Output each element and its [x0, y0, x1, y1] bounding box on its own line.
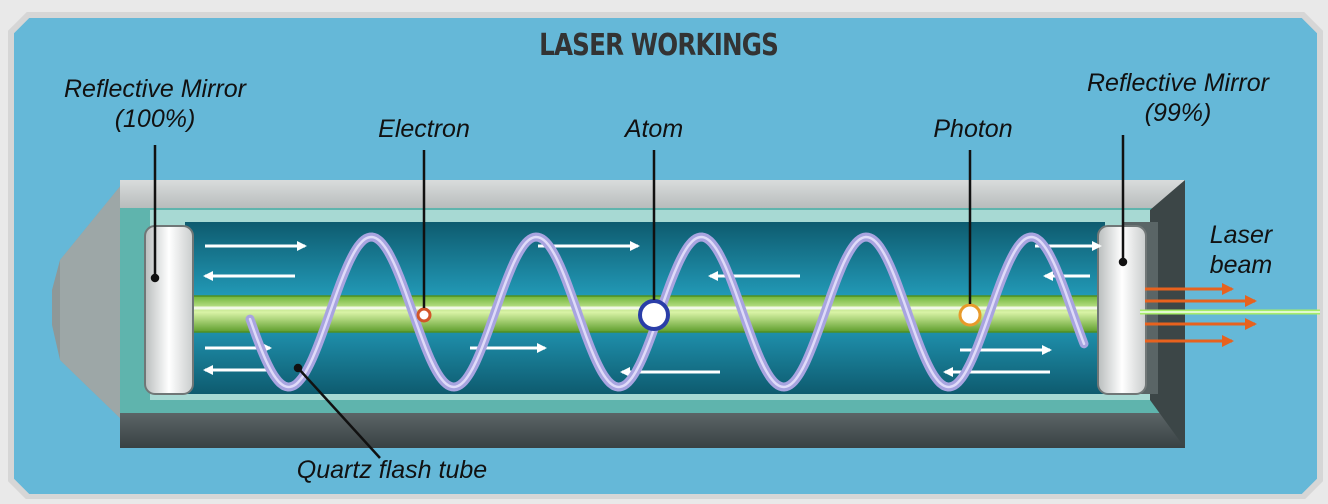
diagram-title: LASER WORKINGS — [539, 28, 779, 63]
label-left-mirror: Reflective Mirror (100%) — [50, 74, 260, 134]
label-laser-beam-line1: Laser — [1209, 221, 1273, 249]
label-left-mirror-percent: (100%) — [114, 105, 196, 133]
label-photon: Photon — [933, 115, 1013, 143]
electron-particle — [416, 307, 432, 323]
label-electron: Electron — [378, 115, 470, 143]
label-quartz-flash-tube: Quartz flash tube — [296, 456, 488, 484]
label-leader-lines — [150, 135, 1128, 459]
photon-particle — [958, 303, 982, 327]
laser-beam-arrows — [1145, 283, 1257, 347]
label-right-mirror-percent: (99%) — [1144, 99, 1212, 127]
label-laser-beam: Laser beam — [1196, 220, 1286, 280]
label-atom: Atom — [624, 115, 684, 143]
mirror-left — [144, 225, 194, 395]
label-right-mirror: Reflective Mirror (99%) — [1072, 68, 1284, 128]
label-right-mirror-text: Reflective Mirror — [1087, 69, 1269, 97]
atom-particle — [638, 299, 670, 331]
label-left-mirror-text: Reflective Mirror — [64, 75, 246, 103]
label-laser-beam-line2: beam — [1209, 251, 1273, 279]
